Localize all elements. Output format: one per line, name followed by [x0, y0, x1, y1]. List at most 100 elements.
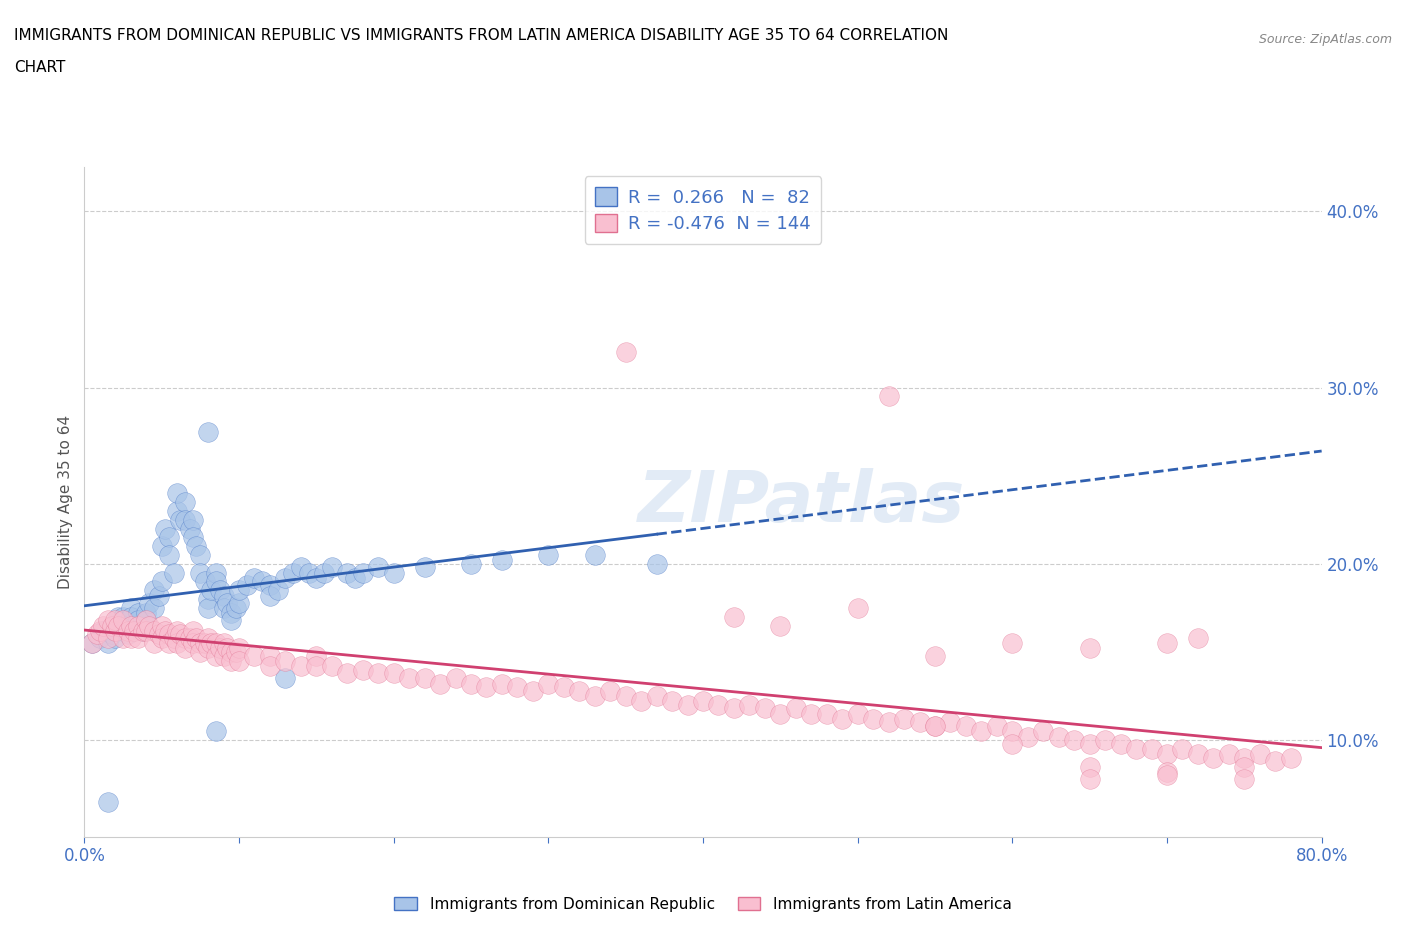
Point	[107, 618, 129, 633]
Point	[1078, 759, 1101, 774]
Point	[754, 701, 776, 716]
Point	[215, 595, 238, 610]
Y-axis label: Disability Age 35 to 64: Disability Age 35 to 64	[58, 415, 73, 590]
Point	[205, 565, 228, 580]
Point	[148, 627, 170, 642]
Point	[143, 601, 166, 616]
Point	[197, 641, 219, 656]
Point	[135, 613, 157, 628]
Point	[159, 627, 181, 642]
Point	[132, 623, 155, 638]
Point	[367, 666, 389, 681]
Point	[197, 631, 219, 645]
Point	[143, 583, 166, 598]
Point	[163, 631, 186, 645]
Point	[91, 618, 114, 633]
Point	[1125, 741, 1147, 756]
Point	[259, 588, 281, 603]
Point	[283, 565, 305, 580]
Point	[166, 486, 188, 501]
Point	[1171, 741, 1194, 756]
Point	[1187, 631, 1209, 645]
Point	[120, 631, 142, 645]
Point	[522, 684, 544, 698]
Point	[221, 644, 243, 659]
Text: Source: ZipAtlas.com: Source: ZipAtlas.com	[1258, 33, 1392, 46]
Point	[179, 631, 201, 645]
Text: IMMIGRANTS FROM DOMINICAN REPUBLIC VS IMMIGRANTS FROM LATIN AMERICA DISABILITY A: IMMIGRANTS FROM DOMINICAN REPUBLIC VS IM…	[14, 28, 949, 43]
Point	[1187, 747, 1209, 762]
Point	[112, 613, 135, 628]
Point	[197, 601, 219, 616]
Point	[143, 623, 166, 638]
Point	[174, 512, 197, 527]
Point	[135, 623, 157, 638]
Legend: R =  0.266   N =  82, R = -0.476  N = 144: R = 0.266 N = 82, R = -0.476 N = 144	[585, 177, 821, 244]
Point	[1063, 733, 1085, 748]
Point	[336, 565, 359, 580]
Point	[367, 560, 389, 575]
Point	[221, 654, 243, 669]
Point	[82, 636, 104, 651]
Point	[924, 719, 946, 734]
Point	[128, 618, 150, 633]
Point	[117, 623, 139, 638]
Point	[1032, 724, 1054, 738]
Point	[692, 694, 714, 709]
Point	[205, 636, 228, 651]
Point	[150, 574, 173, 589]
Point	[274, 654, 297, 669]
Point	[1218, 747, 1240, 762]
Point	[305, 658, 328, 673]
Point	[150, 538, 173, 553]
Point	[893, 711, 915, 726]
Point	[769, 706, 792, 721]
Point	[259, 658, 281, 673]
Point	[212, 648, 235, 663]
Point	[132, 623, 155, 638]
Point	[877, 715, 900, 730]
Point	[205, 648, 228, 663]
Point	[1156, 636, 1178, 651]
Point	[352, 662, 374, 677]
Point	[153, 521, 176, 536]
Point	[89, 623, 111, 638]
Point	[645, 556, 668, 571]
Point	[290, 560, 312, 575]
Point	[112, 631, 135, 645]
Point	[661, 694, 683, 709]
Point	[135, 605, 157, 620]
Point	[128, 613, 150, 628]
Point	[1140, 741, 1163, 756]
Point	[243, 648, 266, 663]
Point	[122, 623, 145, 638]
Point	[97, 631, 120, 645]
Point	[243, 570, 266, 585]
Point	[314, 565, 336, 580]
Point	[143, 636, 166, 651]
Point	[188, 644, 212, 659]
Point	[212, 588, 235, 603]
Point	[1078, 737, 1101, 751]
Point	[181, 623, 204, 638]
Point	[1017, 729, 1039, 744]
Point	[97, 794, 120, 809]
Point	[955, 719, 977, 734]
Point	[460, 676, 482, 691]
Point	[138, 595, 160, 610]
Point	[194, 574, 217, 589]
Point	[491, 553, 513, 568]
Point	[166, 636, 188, 651]
Point	[148, 588, 170, 603]
Point	[924, 648, 946, 663]
Point	[475, 680, 498, 695]
Point	[815, 706, 838, 721]
Point	[197, 424, 219, 439]
Point	[738, 698, 761, 712]
Point	[1156, 764, 1178, 779]
Point	[181, 512, 204, 527]
Point	[444, 671, 467, 685]
Point	[200, 583, 222, 598]
Point	[166, 623, 188, 638]
Point	[221, 613, 243, 628]
